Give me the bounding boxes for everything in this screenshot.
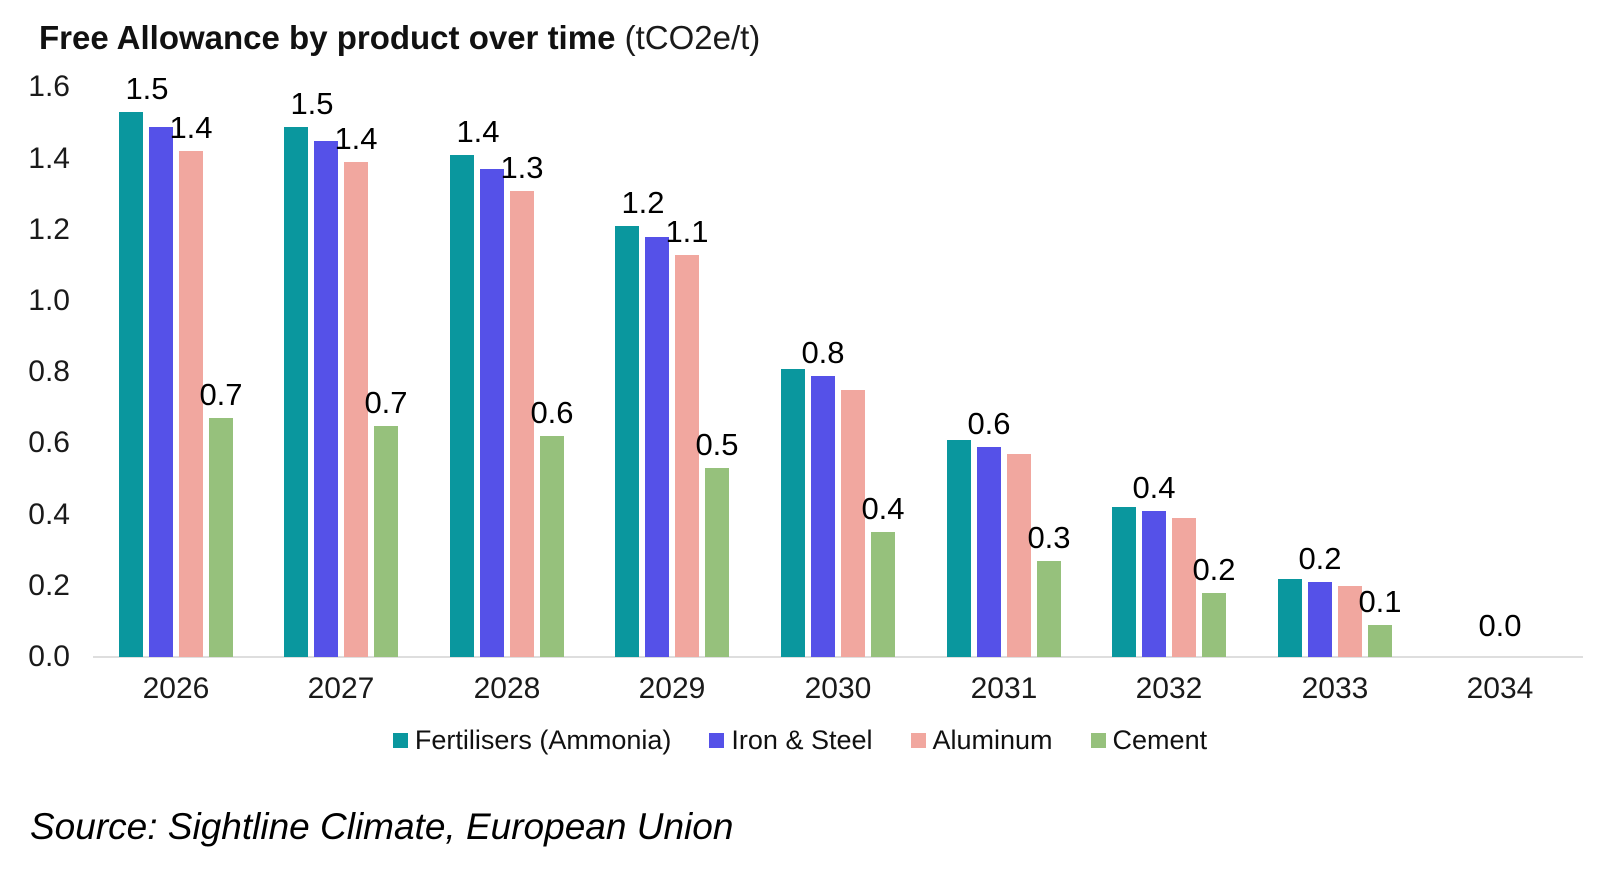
bar-value-label-2029-1.1: 1.1 [665,214,709,249]
bar-value-label-2026-0.7: 0.7 [199,377,243,412]
legend-swatch-icon [910,732,926,748]
bar-iron-steel-2028 [480,169,504,657]
bar-iron-steel-2026 [149,127,173,657]
bar-value-label-2031-0.3: 0.3 [1027,520,1071,555]
legend-label: Iron & Steel [731,724,873,755]
bar-cement-2031 [1037,561,1061,657]
bar-iron-steel-2030 [811,376,835,657]
y-axis-tick-label-0.0: 0.0 [28,640,70,673]
bar-cement-2033 [1368,625,1392,657]
bar-fertilisers-ammonia-2030 [781,369,805,657]
bar-cement-2030 [871,532,895,657]
x-axis-label-2030: 2030 [804,672,872,705]
bar-aluminum-2032 [1172,518,1196,657]
bar-iron-steel-2031 [977,447,1001,657]
bar-value-label-2026-1.5: 1.5 [125,71,169,106]
bar-iron-steel-2032 [1142,511,1166,657]
chart-legend: Fertilisers (Ammonia) Iron & Steel Aluminu… [0,723,1600,757]
bar-aluminum-2031 [1007,454,1031,657]
bar-aluminum-2030 [841,390,865,657]
bar-fertilisers-ammonia-2032 [1112,507,1136,657]
y-axis-tick-label-0.2: 0.2 [28,568,70,602]
legend-item-iron-steel: Iron & Steel [709,724,873,756]
legend-label: Cement [1112,724,1208,755]
bar-fertilisers-ammonia-2026 [119,112,143,657]
legend-item-aluminum: Aluminum [910,724,1053,756]
legend-item-cement: Cement [1090,724,1208,756]
x-axis-label-2027: 2027 [307,672,375,705]
bar-cement-2028 [540,436,564,657]
bar-value-label-2028-0.6: 0.6 [530,395,574,430]
bar-value-label-2031-0.6: 0.6 [967,406,1011,441]
bar-cement-2029 [705,468,729,657]
bar-aluminum-2027 [344,162,368,657]
bar-value-label-2026-1.4: 1.4 [169,110,213,145]
bar-value-label-2027-0.7: 0.7 [364,385,408,420]
y-axis-tick-label-0.4: 0.4 [28,497,70,531]
bar-value-label-2030-0.8: 0.8 [801,335,845,370]
chart-title-main: Free Allowance by product over time [39,19,616,56]
x-axis-label-2028: 2028 [473,672,541,705]
x-axis-label-2031: 2031 [970,672,1038,705]
y-axis-tick-label-0.8: 0.8 [28,355,70,389]
y-axis-tick-label-1.0: 1.0 [28,284,70,317]
legend-item-fertilisers-ammonia: Fertilisers (Ammonia) [392,724,672,756]
bar-cement-2032 [1202,593,1226,657]
bar-aluminum-2029 [675,255,699,657]
x-axis-label-2026: 2026 [142,672,210,705]
y-axis-tick-label-0.6: 0.6 [28,426,70,460]
bar-value-label-2029-0.5: 0.5 [695,427,739,462]
bar-value-label-2030-0.4: 0.4 [861,491,905,526]
bar-iron-steel-2027 [314,141,338,657]
legend-swatch-icon [709,732,725,748]
legend-swatch-icon [1090,732,1106,748]
bar-fertilisers-ammonia-2031 [947,440,971,657]
bar-value-label-2032-0.2: 0.2 [1192,552,1236,587]
bar-value-label-2029-1.2: 1.2 [621,185,665,220]
y-axis-tick-label-1.2: 1.2 [28,212,70,246]
bar-value-label-2033-0.1: 0.1 [1358,584,1402,619]
x-axis-label-2032: 2032 [1135,672,1203,705]
bar-fertilisers-ammonia-2033 [1278,579,1302,657]
source-note: Source: Sightline Climate, European Unio… [30,806,734,847]
bar-value-label-2028-1.3: 1.3 [500,150,544,185]
bar-value-label-2034-0.0: 0.0 [1478,608,1522,643]
x-axis-label-2029: 2029 [638,672,706,705]
bar-iron-steel-2033 [1308,582,1332,657]
bar-value-label-2027-1.4: 1.4 [334,121,378,156]
legend-swatch-icon [392,732,408,748]
bar-cement-2027 [374,426,398,657]
bar-aluminum-2033 [1338,586,1362,657]
x-axis-line [93,656,1583,658]
bar-aluminum-2028 [510,191,534,657]
x-axis-label-2034: 2034 [1466,672,1534,705]
bar-fertilisers-ammonia-2028 [450,155,474,657]
bar-fertilisers-ammonia-2029 [615,226,639,657]
bar-iron-steel-2029 [645,237,669,657]
legend-label: Aluminum [932,724,1053,755]
legend-label: Fertilisers (Ammonia) [414,724,672,755]
chart-title-unit: (tCO2e/t) [615,19,761,56]
bar-value-label-2028-1.4: 1.4 [456,114,500,149]
bar-cement-2026 [209,418,233,657]
bar-value-label-2027-1.5: 1.5 [290,86,334,121]
bar-value-label-2032-0.4: 0.4 [1132,470,1176,505]
bar-value-label-2033-0.2: 0.2 [1298,541,1342,576]
chart-title: Free Allowance by product over time (tCO… [39,18,760,58]
bar-fertilisers-ammonia-2027 [284,127,308,657]
y-axis-tick-label-1.4: 1.4 [28,141,70,175]
y-axis-tick-label-1.6: 1.6 [28,70,70,104]
bar-aluminum-2026 [179,151,203,657]
x-axis-label-2033: 2033 [1301,672,1369,705]
